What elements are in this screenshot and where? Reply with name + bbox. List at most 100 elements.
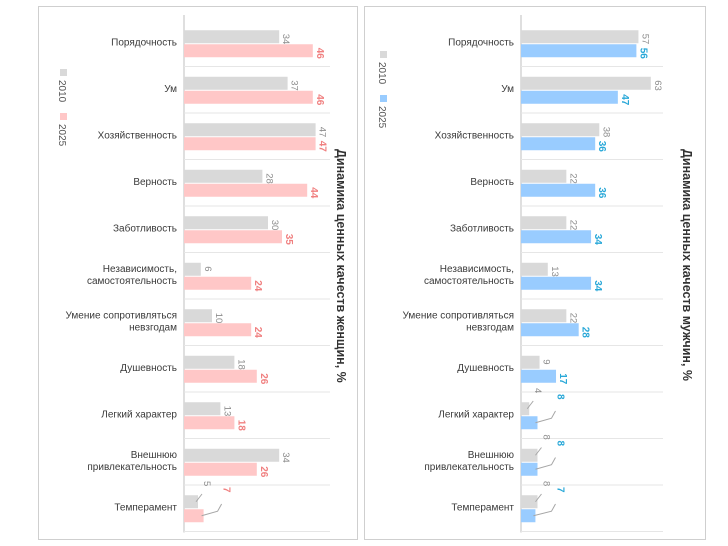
- value-label-2025: 47: [619, 94, 630, 106]
- value-label-2010: 13: [221, 406, 232, 417]
- legend-label-2010: 2010: [56, 80, 67, 103]
- bar-2025-заботливость: [521, 230, 592, 244]
- value-label-2010: 18: [235, 359, 246, 370]
- chart-title: Динамика ценных качеств женщин, %: [334, 149, 348, 383]
- value-label-2010: 38: [600, 127, 611, 138]
- value-label-2025: 28: [580, 327, 591, 339]
- value-label-2025: 24: [252, 280, 263, 292]
- value-label-2025: 7: [554, 487, 565, 493]
- value-label-2025: 26: [258, 466, 269, 478]
- value-label-2025: 36: [596, 141, 607, 153]
- leader-line: [526, 400, 534, 410]
- bar-2025-независимость-самостоятельность: [521, 276, 592, 290]
- value-label-2010: 28: [263, 173, 274, 184]
- bar-2025-верность: [184, 183, 308, 197]
- bar-2025-темперамент: [184, 509, 204, 523]
- category-label-хозяйственность: Хозяйственность: [435, 130, 514, 141]
- bar-2025-душевность: [184, 369, 257, 383]
- value-label-2010: 22: [567, 173, 578, 184]
- bar-2010-заботливость: [521, 216, 567, 230]
- value-label-2025: 47: [317, 141, 328, 153]
- legend-label-2025: 2025: [56, 124, 67, 147]
- value-label-2010: 8: [540, 481, 551, 486]
- bar-2010-хозяйственность: [184, 123, 316, 137]
- category-label-душевность: Душевность: [457, 363, 514, 374]
- category-label-независимость-самостоятельность: Независимость, самостоятельность: [424, 264, 514, 287]
- leader-line: [533, 503, 556, 517]
- value-label-2010: 4: [532, 388, 543, 393]
- value-label-2010: 9: [541, 359, 552, 364]
- bar-2010-внешнюю-привлекательность: [521, 448, 538, 462]
- value-label-2010: 34: [280, 452, 291, 463]
- women-chart: Порядочность 34 46 Ум 37 46 Хозяйственность 47 4…: [56, 15, 348, 533]
- bar-2025-легкий-характер: [184, 416, 235, 430]
- bar-2010-ум: [521, 76, 651, 90]
- category-label-внешнюю-привлекательность: Внешнюю привлекательность: [87, 450, 177, 473]
- bar-2025-хозяйственность: [184, 137, 316, 151]
- leader-line: [535, 457, 556, 470]
- category-label-темперамент: Темперамент: [451, 502, 514, 513]
- bar-2010-темперамент: [184, 495, 198, 509]
- men-chart-panel: Порядочность 57 56 Ум 63 47 Хозяйственность 38 3…: [364, 6, 706, 540]
- value-label-2010: 37: [289, 80, 300, 91]
- value-label-2010: 57: [639, 34, 650, 45]
- bar-2025-порядочность: [184, 44, 313, 58]
- bar-2010-внешнюю-привлекательность: [184, 448, 280, 462]
- leader-line: [201, 503, 223, 517]
- value-label-2025: 7: [221, 487, 232, 493]
- category-label-легкий-характер: Легкий характер: [438, 409, 514, 420]
- bar-2025-заботливость: [184, 230, 282, 244]
- value-label-2010: 34: [280, 34, 291, 45]
- bar-2025-независимость-самостоятельность: [184, 276, 252, 290]
- value-label-2010: 30: [269, 220, 280, 231]
- value-label-2025: 35: [283, 234, 294, 246]
- legend: 2010 2025: [376, 51, 387, 129]
- value-label-2025: 8: [554, 441, 565, 447]
- value-label-2025: 34: [592, 280, 603, 292]
- value-label-2025: 24: [252, 327, 263, 339]
- value-label-2010: 5: [201, 481, 212, 486]
- bar-2025-хозяйственность: [521, 137, 596, 151]
- bar-2010-независимость-самостоятельность: [521, 262, 548, 276]
- plot-area: Порядочность 34 46 Ум 37 46 Хозяйственность 47 4…: [66, 15, 330, 533]
- legend-label-2010: 2010: [376, 62, 387, 85]
- value-label-2025: 44: [308, 187, 319, 199]
- value-label-2025: 18: [235, 420, 246, 432]
- chart-title: Динамика ценных качеств мужчин, %: [680, 149, 694, 381]
- value-label-2010: 47: [317, 127, 328, 138]
- legend-swatch-2010: [60, 69, 67, 76]
- bar-2010-ум: [184, 76, 288, 90]
- legend: 2010 2025: [56, 69, 67, 147]
- value-label-2025: 56: [637, 48, 648, 60]
- legend-label-2025: 2025: [376, 106, 387, 129]
- category-label-умение-сопротивляться-невзгодам: Умение сопротивляться невзгодам: [403, 310, 515, 333]
- category-label-темперамент: Темперамент: [114, 502, 177, 513]
- value-label-2010: 13: [549, 266, 560, 277]
- leader-line: [535, 410, 556, 424]
- bar-2010-умение-сопротивляться-невзгодам: [184, 309, 212, 323]
- bar-2025-внешнюю-привлекательность: [521, 462, 538, 476]
- legend-swatch-2010: [380, 51, 387, 58]
- category-label-верность: Верность: [133, 177, 177, 188]
- bar-2025-легкий-характер: [521, 416, 538, 430]
- category-label-независимость-самостоятельность: Независимость, самостоятельность: [87, 264, 177, 287]
- category-label-внешнюю-привлекательность: Внешнюю привлекательность: [424, 450, 514, 473]
- value-label-2025: 8: [554, 394, 565, 400]
- bar-2025-ум: [184, 90, 313, 104]
- bar-2010-темперамент: [521, 495, 538, 509]
- bar-2025-душевность: [521, 369, 557, 383]
- bar-2010-порядочность: [184, 30, 280, 44]
- bar-2010-заботливость: [184, 216, 268, 230]
- value-label-2010: 22: [567, 313, 578, 324]
- bar-2025-ум: [521, 90, 618, 104]
- category-label-ум: Ум: [501, 84, 514, 95]
- bar-2025-внешнюю-привлекательность: [184, 462, 257, 476]
- value-label-2025: 26: [258, 373, 269, 385]
- bar-2010-верность: [184, 169, 263, 183]
- bar-2025-порядочность: [521, 44, 637, 58]
- value-label-2010: 10: [213, 313, 224, 324]
- value-label-2010: 63: [652, 80, 663, 91]
- category-label-порядочность: Порядочность: [448, 37, 514, 48]
